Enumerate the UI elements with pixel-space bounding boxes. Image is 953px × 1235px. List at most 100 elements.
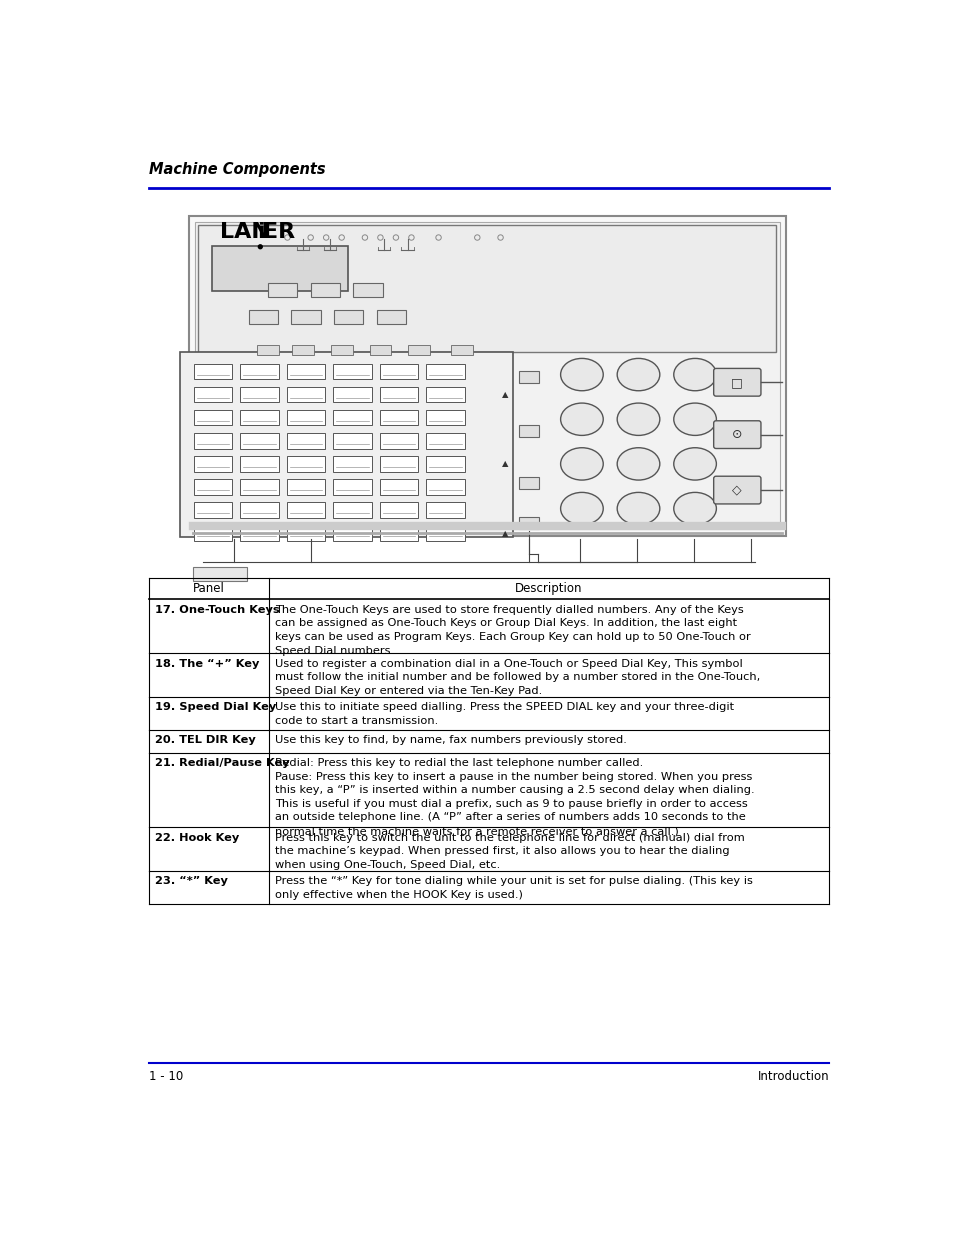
Bar <box>451 346 472 354</box>
Bar <box>286 387 325 403</box>
Bar <box>193 456 233 472</box>
Ellipse shape <box>673 448 716 480</box>
Bar <box>369 346 391 354</box>
Bar <box>189 216 785 536</box>
Text: 18. The “+” Key: 18. The “+” Key <box>154 658 259 668</box>
Bar <box>334 310 363 324</box>
Text: Redial: Press this key to redial the last telephone number called.
Pause: Press : Redial: Press this key to redial the las… <box>274 758 754 836</box>
Bar <box>426 503 464 517</box>
Bar <box>286 503 325 517</box>
Text: 23. “*” Key: 23. “*” Key <box>154 877 228 887</box>
Bar <box>379 364 418 379</box>
Bar <box>379 433 418 448</box>
Bar <box>292 346 314 354</box>
Ellipse shape <box>617 493 659 525</box>
Text: Description: Description <box>515 582 582 595</box>
Bar <box>426 479 464 495</box>
Text: 17. One-Touch Keys: 17. One-Touch Keys <box>154 605 279 615</box>
Bar <box>286 456 325 472</box>
Bar <box>331 346 353 354</box>
Text: Introduction: Introduction <box>757 1071 828 1083</box>
Text: 19. Speed Dial Key: 19. Speed Dial Key <box>154 703 275 713</box>
Text: Press the “*” Key for tone dialing while your unit is set for pulse dialing. (Th: Press the “*” Key for tone dialing while… <box>274 877 752 900</box>
Bar <box>376 310 406 324</box>
Text: Used to register a combination dial in a One-Touch or Speed Dial Key, This symbo: Used to register a combination dial in a… <box>274 658 760 695</box>
Text: ▲: ▲ <box>501 459 508 468</box>
FancyBboxPatch shape <box>713 477 760 504</box>
Bar <box>193 479 233 495</box>
Bar <box>286 479 325 495</box>
Bar <box>291 310 320 324</box>
Bar <box>518 370 538 383</box>
Bar <box>426 526 464 541</box>
Bar <box>193 364 233 379</box>
Text: Panel: Panel <box>193 582 225 595</box>
Bar <box>198 225 776 352</box>
Text: Use this key to find, by name, fax numbers previously stored.: Use this key to find, by name, fax numbe… <box>274 735 626 746</box>
Bar <box>518 477 538 489</box>
Text: ⊙: ⊙ <box>731 429 741 441</box>
Bar <box>379 503 418 517</box>
Ellipse shape <box>560 403 602 436</box>
Bar <box>240 479 278 495</box>
Bar <box>240 503 278 517</box>
FancyBboxPatch shape <box>713 421 760 448</box>
Bar <box>408 346 430 354</box>
Text: ▲: ▲ <box>501 529 508 537</box>
Text: ER: ER <box>263 222 295 242</box>
Text: Use this to initiate speed dialling. Press the SPEED DIAL key and your three-dig: Use this to initiate speed dialling. Pre… <box>274 703 734 726</box>
Text: Machine Components: Machine Components <box>149 163 325 178</box>
Bar <box>240 364 278 379</box>
Bar <box>286 410 325 425</box>
Text: 22. Hook Key: 22. Hook Key <box>154 832 239 842</box>
Bar <box>179 352 513 537</box>
Bar <box>426 364 464 379</box>
Ellipse shape <box>673 358 716 390</box>
Text: The One-Touch Keys are used to store frequently dialled numbers. Any of the Keys: The One-Touch Keys are used to store fre… <box>274 605 750 656</box>
Bar <box>193 387 233 403</box>
Bar <box>333 410 372 425</box>
Bar <box>518 517 538 530</box>
Bar <box>240 410 278 425</box>
Bar <box>311 283 340 296</box>
Bar <box>333 364 372 379</box>
Bar <box>286 433 325 448</box>
Bar <box>286 364 325 379</box>
Bar <box>379 479 418 495</box>
Ellipse shape <box>560 448 602 480</box>
Bar <box>333 479 372 495</box>
Bar <box>426 410 464 425</box>
Bar <box>333 433 372 448</box>
Bar <box>333 526 372 541</box>
Bar <box>286 526 325 541</box>
Bar <box>333 503 372 517</box>
Bar <box>240 387 278 403</box>
Text: ▲: ▲ <box>501 390 508 399</box>
Bar <box>193 567 247 580</box>
Bar <box>195 222 779 530</box>
Bar <box>193 433 233 448</box>
Bar <box>193 503 233 517</box>
Ellipse shape <box>617 448 659 480</box>
Text: Press this key to switch the unit to the telephone line for direct (manual) dial: Press this key to switch the unit to the… <box>274 832 744 869</box>
Bar <box>257 346 278 354</box>
Circle shape <box>258 245 262 248</box>
Bar <box>240 526 278 541</box>
Text: □: □ <box>730 375 742 389</box>
Bar <box>379 410 418 425</box>
Bar <box>193 526 233 541</box>
Bar <box>426 387 464 403</box>
Bar <box>426 433 464 448</box>
Text: ◇: ◇ <box>731 484 741 496</box>
Bar <box>249 310 278 324</box>
FancyBboxPatch shape <box>713 368 760 396</box>
Text: 20. TEL DIR Key: 20. TEL DIR Key <box>154 735 255 746</box>
Bar <box>426 456 464 472</box>
Text: LAN: LAN <box>220 222 270 242</box>
Bar <box>240 456 278 472</box>
Bar <box>212 246 348 290</box>
Bar <box>518 425 538 437</box>
Bar <box>193 410 233 425</box>
Bar <box>353 283 382 296</box>
Ellipse shape <box>673 493 716 525</box>
